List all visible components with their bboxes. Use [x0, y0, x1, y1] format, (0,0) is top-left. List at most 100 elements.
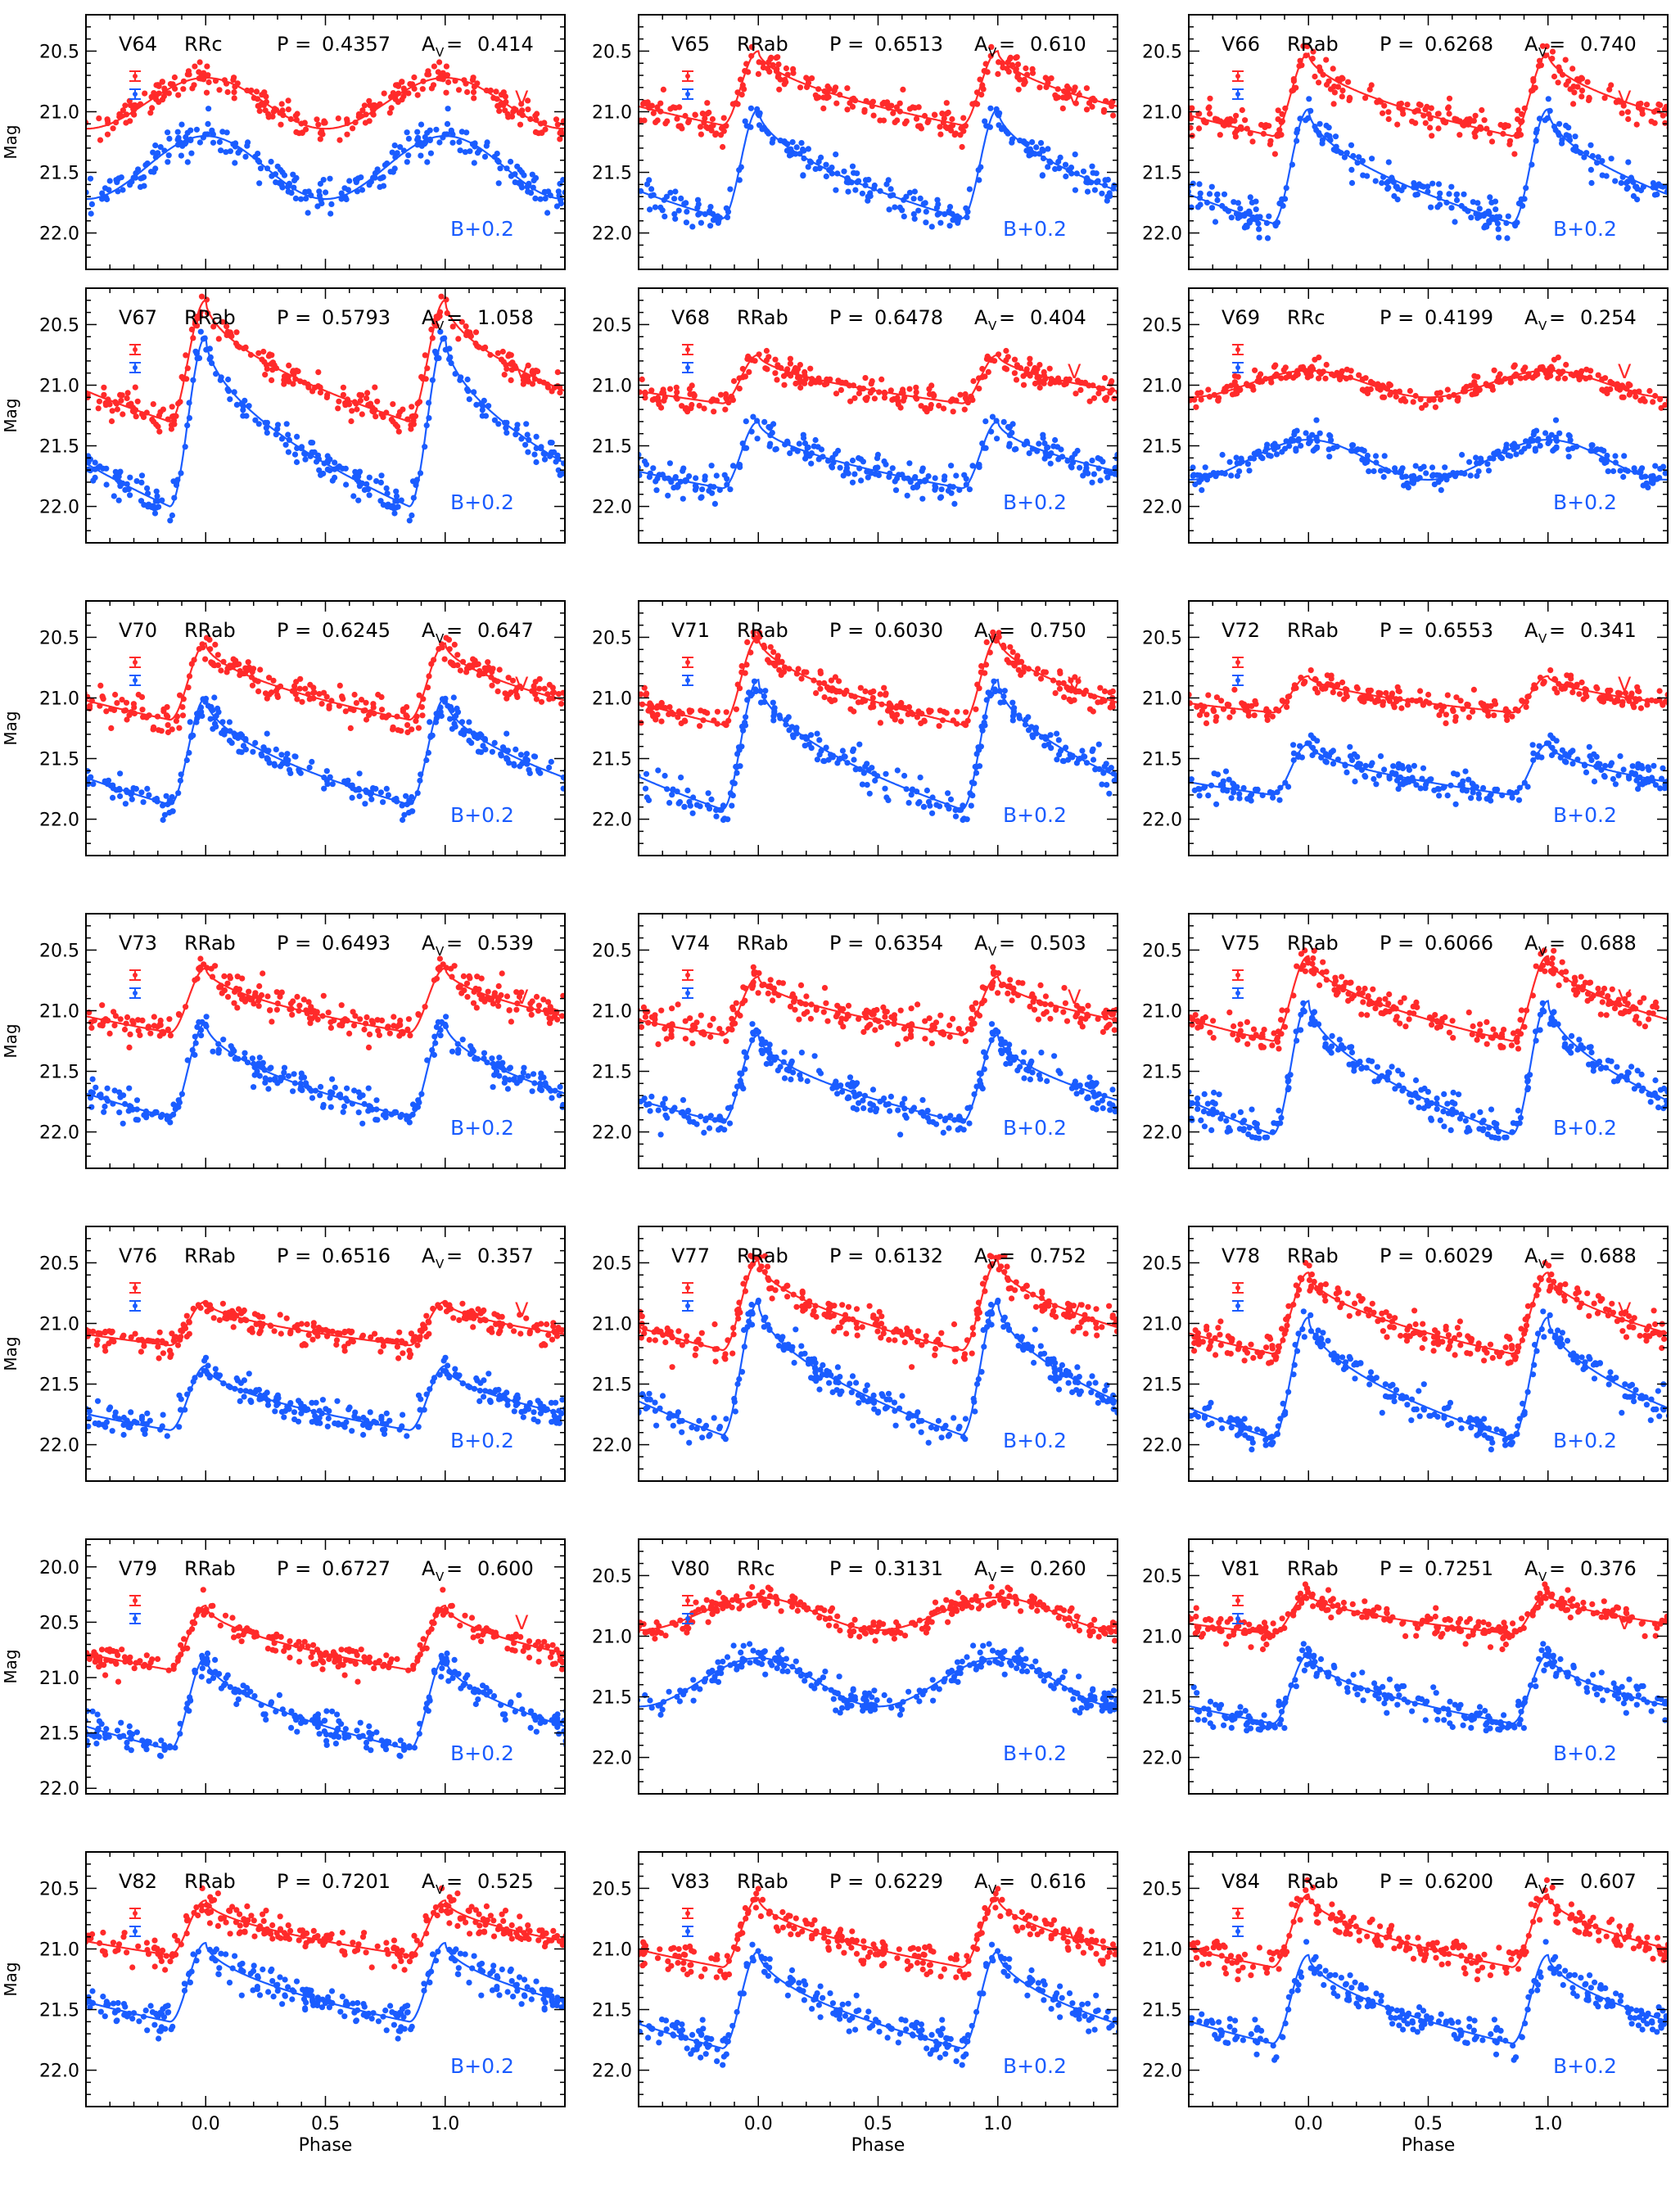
v-band-label: V	[1618, 673, 1632, 696]
data-point-v	[1438, 396, 1444, 403]
data-point-b	[151, 510, 159, 517]
data-point-v	[1444, 386, 1451, 393]
fit-curve-b	[639, 108, 1118, 219]
data-point-b	[1394, 186, 1401, 192]
data-point-v	[1249, 138, 1256, 145]
data-point-v	[1615, 689, 1621, 696]
data-point-b	[355, 497, 362, 504]
y-tick-label: 21.0	[1142, 102, 1182, 123]
star-type: RRab	[184, 306, 236, 329]
data-point-b	[1617, 753, 1624, 760]
data-point-b	[314, 203, 321, 210]
data-point-v	[1278, 375, 1285, 382]
data-point-b	[1395, 786, 1402, 793]
data-point-b	[915, 207, 922, 214]
data-point-b	[183, 133, 189, 141]
data-point-b	[1366, 468, 1372, 475]
data-point-v	[424, 71, 431, 78]
data-point-v	[342, 708, 349, 715]
data-point-v	[119, 697, 125, 703]
data-point-v	[1353, 684, 1360, 691]
data-point-b	[1669, 473, 1675, 479]
data-point-b	[329, 781, 336, 788]
data-point-b	[474, 150, 481, 156]
data-point-v	[155, 82, 161, 88]
data-point-v	[960, 115, 967, 121]
data-point-v	[259, 92, 265, 98]
data-point-v	[963, 709, 969, 716]
data-point-v	[1445, 104, 1452, 111]
data-point-v	[221, 973, 228, 979]
data-point-b	[770, 717, 777, 724]
data-point-b	[747, 105, 755, 111]
data-point-v	[509, 359, 516, 366]
data-point-v	[1488, 702, 1494, 710]
data-point-b	[514, 163, 521, 169]
data-point-b	[1001, 688, 1008, 694]
data-point-b	[480, 743, 486, 749]
data-point-b	[678, 195, 684, 201]
period-value: 0.6553	[1425, 619, 1493, 642]
data-point-b	[117, 770, 124, 777]
data-point-v	[692, 111, 698, 118]
data-point-v	[1444, 692, 1451, 698]
data-point-v	[1071, 88, 1077, 94]
data-point-v	[892, 716, 898, 723]
data-point-b	[1475, 791, 1482, 797]
data-point-b	[1626, 775, 1633, 782]
data-point-b	[1099, 190, 1105, 196]
data-point-b	[555, 467, 562, 473]
y-tick-label: 22.0	[592, 224, 632, 245]
data-point-b	[1542, 430, 1549, 436]
data-point-b	[427, 719, 433, 725]
data-point-b	[92, 459, 98, 466]
data-point-b	[498, 752, 504, 759]
data-point-b	[1106, 790, 1113, 797]
data-point-v	[813, 690, 820, 697]
data-point-b	[1589, 442, 1596, 449]
data-point-v	[973, 706, 979, 712]
data-point-b	[821, 758, 828, 765]
data-point-b	[1513, 451, 1520, 458]
data-point-b	[1236, 795, 1243, 802]
data-point-b	[223, 149, 229, 156]
data-point-b	[1390, 763, 1397, 770]
data-point-b	[491, 417, 499, 423]
b-band-label: B+0.2	[1003, 490, 1067, 514]
data-point-v	[1427, 115, 1434, 122]
data-point-b	[671, 210, 678, 218]
data-point-v	[720, 115, 727, 121]
data-point-b	[1552, 417, 1560, 423]
data-point-b	[1111, 182, 1118, 189]
data-point-b	[1234, 472, 1240, 479]
data-point-b	[1428, 776, 1434, 783]
data-point-v	[114, 700, 120, 707]
data-point-v	[936, 402, 942, 409]
data-point-v	[884, 102, 891, 108]
data-point-b	[1601, 773, 1607, 779]
data-point-b	[277, 763, 284, 770]
data-point-v	[184, 71, 191, 78]
data-point-v	[409, 404, 415, 410]
data-point-v	[863, 397, 869, 404]
data-point-b	[343, 196, 350, 203]
data-point-v	[361, 102, 368, 109]
data-point-b	[1090, 746, 1096, 752]
data-point-v	[1454, 397, 1461, 404]
data-point-v	[1015, 666, 1022, 673]
data-point-v	[532, 129, 540, 135]
data-point-v	[1226, 714, 1233, 720]
data-point-b	[332, 459, 338, 466]
data-point-b	[356, 770, 363, 777]
data-point-v	[400, 93, 407, 100]
data-point-v	[896, 100, 903, 106]
data-point-v	[1199, 707, 1205, 714]
data-point-v	[1034, 366, 1041, 373]
data-point-b	[800, 173, 806, 179]
data-point-v	[1032, 380, 1038, 387]
data-point-v	[807, 365, 814, 372]
data-point-b	[1208, 183, 1215, 190]
data-point-v	[842, 379, 849, 386]
data-point-b	[849, 457, 856, 464]
data-point-v	[689, 707, 695, 714]
